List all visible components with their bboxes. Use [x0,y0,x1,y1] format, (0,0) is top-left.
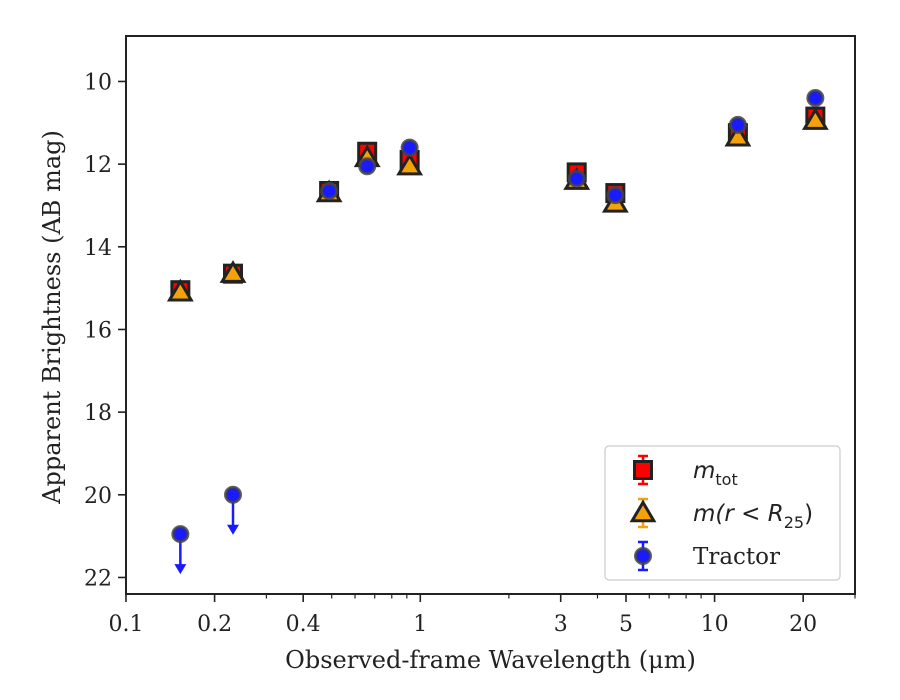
legend-box [604,445,841,581]
legend: mtot m(r < R25) Tractor [604,445,841,581]
legend-label-tail: ) [804,501,813,527]
y-tick-label: 18 [84,401,112,426]
plot-frame [125,35,856,595]
series-square [170,106,826,301]
legend-label-main: m(r < R [693,501,784,527]
y-tick-label: 16 [84,318,112,343]
y-axis-label: Apparent Brightness (AB mag) [38,130,66,505]
legend-label: m(r < R25) [693,501,813,532]
x-tick-label: 1 [413,612,427,637]
y-tick-label: 14 [84,236,112,261]
y-tick-label: 10 [84,70,112,95]
y-tick-label: 22 [84,566,112,591]
legend-label: Tractor [693,544,780,570]
x-tick-label: 0.1 [109,612,144,637]
y-axis: 10 12 14 16 18 20 22 [84,70,126,591]
legend-label: mtot [693,458,738,489]
legend-label-main: m [693,458,715,484]
x-tick-label: 0.2 [197,612,232,637]
legend-label-sub: tot [715,470,737,489]
series-circle [171,89,825,575]
plot-area-border [125,35,856,595]
x-tick-label: 10 [701,612,729,637]
x-tick-label: 0.4 [286,612,321,637]
series-triangle [166,107,829,302]
y-tick-label: 12 [84,153,112,178]
y-tick-label: 20 [84,484,112,509]
upper-limit-arrow-head [174,564,187,575]
legend-marker [629,499,657,523]
data-points [166,89,829,575]
legend-marker [634,547,652,565]
x-tick-label: 3 [554,612,568,637]
x-axis-label: Observed-frame Wavelength (μm) [285,646,696,674]
upper-limit-arrow-head [227,524,240,535]
legend-marker [633,460,653,480]
legend-label-sub: 25 [784,513,804,532]
x-tick-label: 20 [789,612,817,637]
x-axis: 0.1 0.2 0.4 1 3 5 10 20 [109,594,856,637]
x-tick-label: 5 [619,612,633,637]
